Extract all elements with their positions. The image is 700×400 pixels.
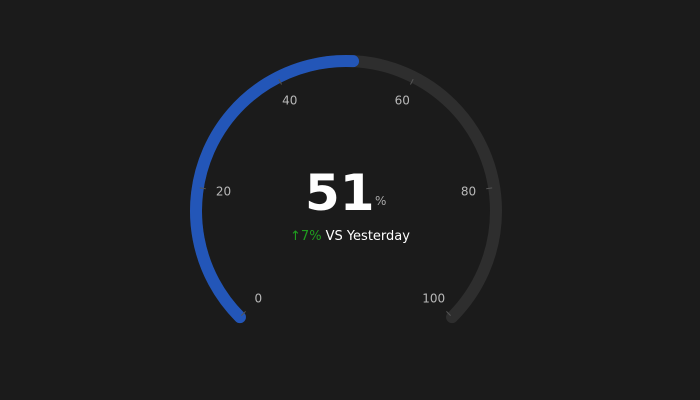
gauge-tick-label: 0 (254, 292, 262, 306)
comparison-label: VS Yesterday (326, 229, 410, 244)
gauge-tick-label: 40 (282, 94, 297, 108)
gauge-unit: % (375, 194, 386, 208)
gauge-value-row: 51 % (0, 160, 700, 226)
gauge-tick-label: 60 (395, 94, 410, 108)
comparison-row: ↑7% VS Yesterday (0, 228, 700, 246)
gauge-tick-label: 100 (422, 292, 445, 306)
gauge-value: 51 (305, 160, 375, 226)
comparison-change: ↑7% (290, 229, 322, 244)
